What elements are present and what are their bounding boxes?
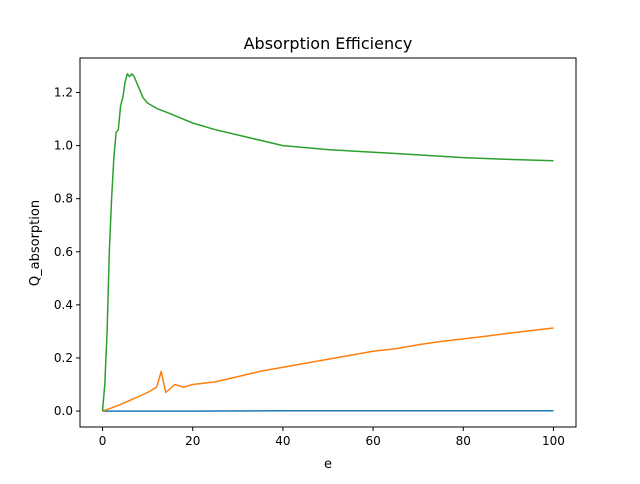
x-tick-label: 60 xyxy=(365,434,380,448)
x-tick-label: 20 xyxy=(185,434,200,448)
y-tick-label: 1.2 xyxy=(54,86,73,100)
chart-title: Absorption Efficiency xyxy=(244,34,413,53)
x-axis-label: e xyxy=(324,457,332,472)
x-tick-label: 100 xyxy=(542,434,565,448)
y-tick-label: 0.8 xyxy=(54,192,73,206)
plot-area xyxy=(80,58,576,427)
y-tick-label: 0.4 xyxy=(54,298,73,312)
y-tick-label: 0.6 xyxy=(54,245,73,259)
x-tick-label: 80 xyxy=(456,434,471,448)
y-tick-label: 0.0 xyxy=(54,404,73,418)
y-tick-label: 0.2 xyxy=(54,351,73,365)
y-axis-label: Q_absorption xyxy=(28,200,43,286)
x-tick-label: 0 xyxy=(99,434,107,448)
x-tick-label: 40 xyxy=(275,434,290,448)
y-tick-label: 1.0 xyxy=(54,139,73,153)
